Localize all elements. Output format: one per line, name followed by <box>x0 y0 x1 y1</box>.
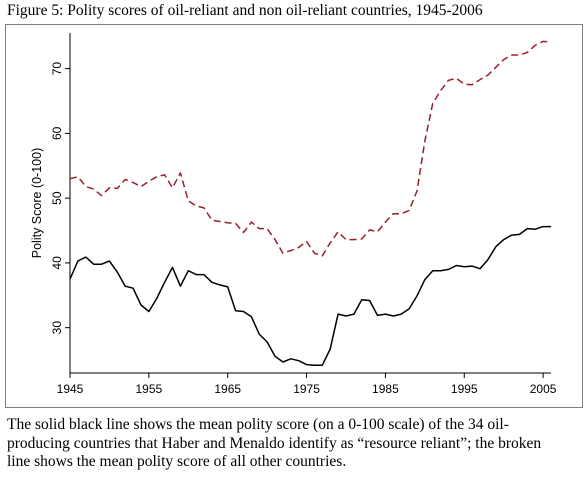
y-tick-label: 40 <box>50 256 64 270</box>
y-tick-label: 70 <box>50 62 64 76</box>
y-axis-title: Polity Score (0-100) <box>30 148 44 258</box>
y-tick-label: 50 <box>50 191 64 205</box>
x-tick-label: 2005 <box>530 382 557 396</box>
y-ticks: 30 40 50 60 70 <box>50 62 70 335</box>
caption-line: producing countries that Haber and Menal… <box>7 434 542 452</box>
series-line-dashed <box>69 40 552 257</box>
caption-line: line shows the mean polity score of all … <box>7 453 347 470</box>
x-ticks: 1945 1955 1965 1975 1985 1995 2005 <box>57 373 557 396</box>
x-tick-label: 1995 <box>451 382 478 396</box>
figure-title: Figure 5: Polity scores of oil-reliant a… <box>7 2 483 19</box>
caption-line: The solid black line shows the mean poli… <box>7 416 509 433</box>
x-tick-label: 1945 <box>57 382 84 396</box>
x-tick-label: 1985 <box>372 382 399 396</box>
series <box>69 40 552 366</box>
axes <box>69 33 551 374</box>
y-tick-label: 60 <box>50 126 64 140</box>
x-tick-label: 1955 <box>136 382 163 396</box>
x-tick-label: 1965 <box>214 382 241 396</box>
series-line-solid <box>69 225 551 366</box>
y-tick-label: 30 <box>50 321 64 335</box>
x-tick-label: 1975 <box>293 382 320 396</box>
figure-caption: The solid black line shows the mean poli… <box>7 416 585 472</box>
chart-frame: 30 40 50 60 70 1945 1955 1965 1975 1985 1995 2005 … <box>5 24 583 408</box>
